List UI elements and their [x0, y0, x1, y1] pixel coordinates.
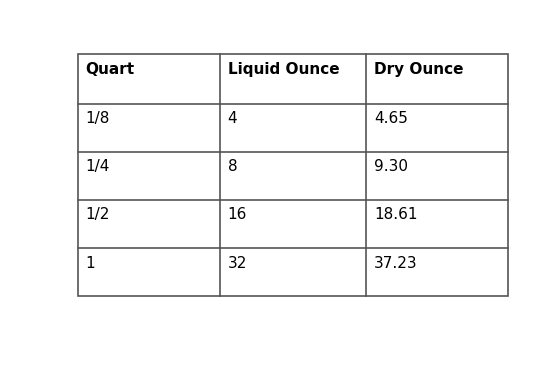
- Text: Quart: Quart: [85, 61, 135, 77]
- Text: 1/4: 1/4: [85, 159, 110, 174]
- Bar: [78, 54, 508, 296]
- Text: 1: 1: [85, 255, 95, 271]
- Text: 4.65: 4.65: [374, 111, 408, 126]
- Text: 18.61: 18.61: [374, 207, 417, 222]
- Text: 37.23: 37.23: [374, 255, 417, 271]
- Text: 1/8: 1/8: [85, 111, 110, 126]
- Text: 4: 4: [228, 111, 238, 126]
- Text: 8: 8: [228, 159, 238, 174]
- Text: 1/2: 1/2: [85, 207, 110, 222]
- Text: 32: 32: [228, 255, 247, 271]
- Text: Liquid Ounce: Liquid Ounce: [228, 61, 339, 77]
- Text: Dry Ounce: Dry Ounce: [374, 61, 463, 77]
- Text: 16: 16: [228, 207, 247, 222]
- Text: 9.30: 9.30: [374, 159, 408, 174]
